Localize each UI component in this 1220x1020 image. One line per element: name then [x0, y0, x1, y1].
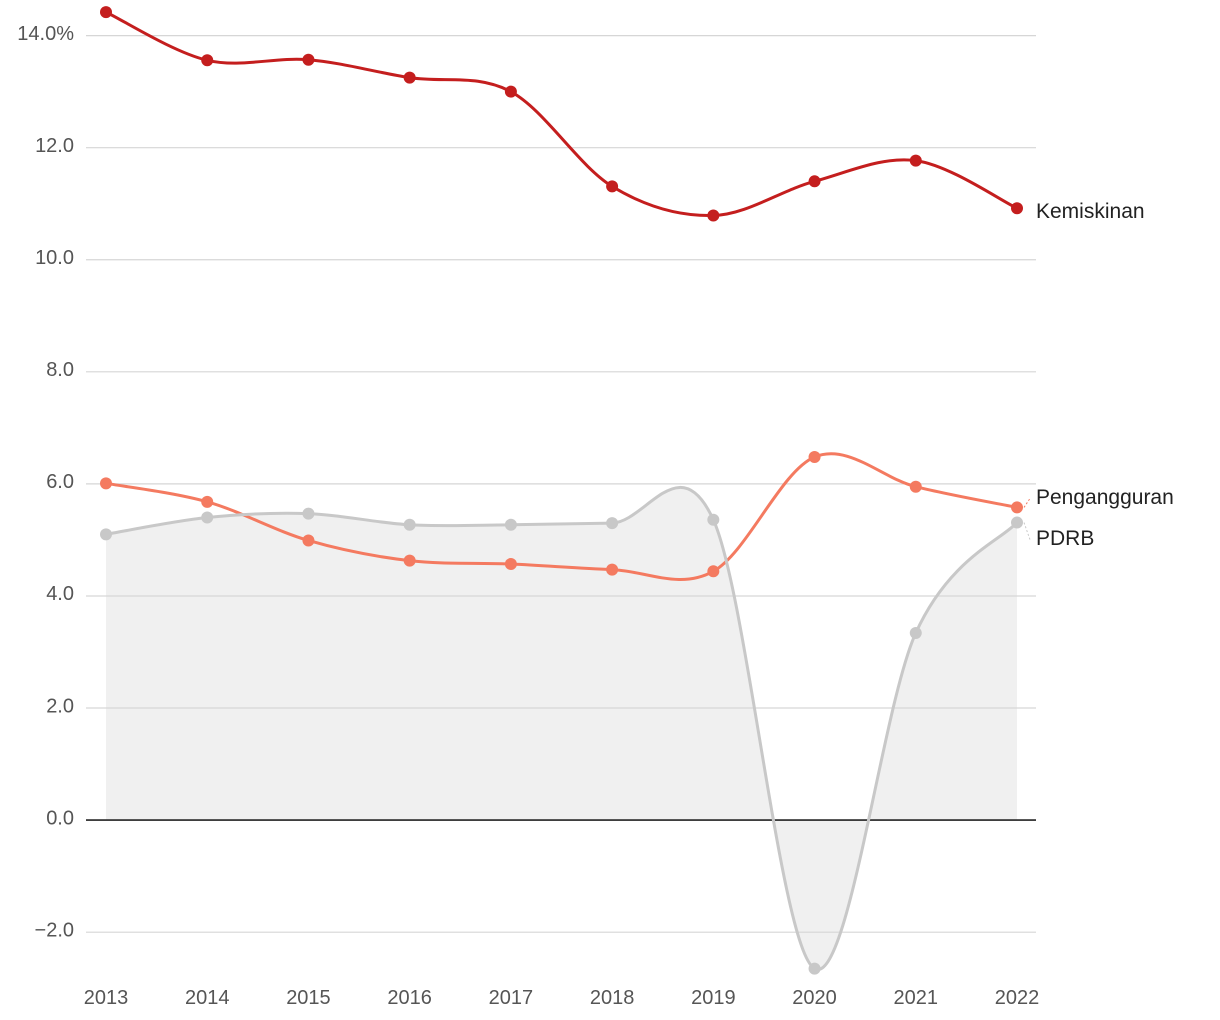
data-point-pdrb — [403, 518, 416, 531]
x-tick-label: 2017 — [489, 987, 534, 1009]
y-tick-label: 10.0 — [35, 247, 74, 269]
data-point-kemiskinan — [1011, 202, 1023, 215]
data-point-kemiskinan — [201, 54, 214, 67]
data-point-pengangguran — [201, 495, 214, 508]
label-layer: −2.0 0.0 2.0 4.0 6.0 8.0 10.0 12.0 14.0% 2013 2014… — [17, 23, 1174, 1009]
x-tick-label: 2021 — [894, 987, 939, 1009]
data-point-pdrb — [808, 962, 821, 975]
data-point-kemiskinan — [100, 6, 112, 19]
series-label-pengangguran: Pengangguran — [1036, 486, 1174, 509]
y-tick-label: 6.0 — [46, 471, 74, 493]
leader-line-pengangguran — [1023, 498, 1031, 508]
y-tick-label: 8.0 — [46, 359, 74, 381]
x-tick-label: 2013 — [84, 987, 129, 1009]
data-point-kemiskinan — [707, 209, 720, 222]
data-point-pengangguran — [100, 477, 112, 490]
data-point-pdrb — [201, 511, 214, 524]
x-tick-label: 2015 — [286, 987, 331, 1009]
grid-layer — [86, 35, 1036, 933]
series-line-pengangguran — [104, 452, 1019, 581]
y-tick-label: 12.0 — [35, 135, 74, 157]
point-layer — [100, 6, 1023, 975]
series-label-pdrb: PDRB — [1036, 527, 1094, 550]
area-fill-pdrb — [106, 487, 1017, 970]
series-line-kemiskinan — [104, 10, 1019, 217]
x-tick-label: 2014 — [185, 987, 230, 1009]
data-point-pdrb — [707, 513, 720, 526]
data-point-pdrb — [302, 507, 315, 520]
data-point-pdrb — [100, 528, 112, 541]
x-tick-label: 2016 — [387, 987, 432, 1009]
x-tick-label: 2022 — [995, 987, 1040, 1009]
x-tick-label: 2020 — [792, 987, 837, 1009]
data-point-pengangguran — [302, 534, 315, 547]
data-point-kemiskinan — [403, 71, 416, 84]
series-line-pdrb — [104, 485, 1019, 971]
line-layer — [104, 10, 1019, 971]
y-tick-label: 4.0 — [46, 583, 74, 605]
area-layer — [106, 487, 1017, 970]
x-tick-label: 2019 — [691, 987, 736, 1009]
data-point-kemiskinan — [504, 85, 517, 98]
data-point-pdrb — [606, 517, 619, 530]
data-point-pengangguran — [606, 563, 619, 576]
data-point-pdrb — [909, 626, 922, 639]
data-point-pengangguran — [707, 565, 720, 578]
data-point-pengangguran — [504, 558, 517, 571]
data-point-kemiskinan — [808, 175, 821, 188]
data-point-pengangguran — [403, 554, 416, 567]
data-point-kemiskinan — [302, 53, 315, 66]
x-tick-label: 2018 — [590, 987, 635, 1009]
data-point-pdrb — [1011, 516, 1023, 529]
y-tick-label: 2.0 — [46, 695, 74, 717]
y-tick-label: 0.0 — [46, 807, 74, 829]
data-point-pdrb — [504, 518, 517, 531]
data-point-pengangguran — [1011, 501, 1023, 514]
y-tick-label: −2.0 — [35, 919, 74, 941]
data-point-kemiskinan — [606, 180, 619, 193]
data-point-pengangguran — [808, 451, 821, 463]
series-label-kemiskinan: Kemiskinan — [1036, 200, 1145, 223]
data-point-pengangguran — [909, 480, 922, 493]
leader-line-pdrb — [1023, 522, 1031, 540]
y-tick-label: 14.0% — [17, 23, 74, 45]
data-point-kemiskinan — [909, 154, 922, 167]
